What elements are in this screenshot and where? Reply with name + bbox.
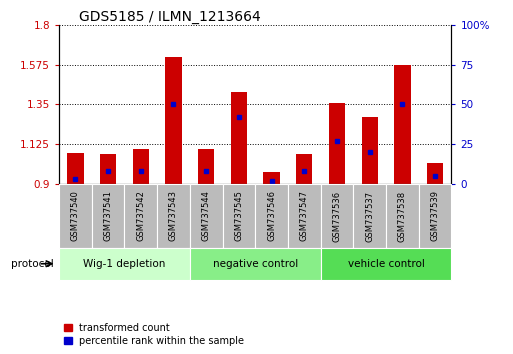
Bar	[157, 184, 190, 248]
Text: negative control: negative control	[212, 259, 298, 269]
Bar	[353, 184, 386, 248]
Text: GSM737547: GSM737547	[300, 190, 309, 241]
Text: GSM737544: GSM737544	[202, 190, 211, 241]
Text: vehicle control: vehicle control	[348, 259, 424, 269]
Text: GSM737545: GSM737545	[234, 190, 243, 241]
Text: GSM737540: GSM737540	[71, 190, 80, 241]
Bar	[198, 149, 214, 184]
Bar	[263, 172, 280, 184]
Bar	[223, 184, 255, 248]
Bar	[124, 184, 157, 248]
Legend: transformed count, percentile rank within the sample: transformed count, percentile rank withi…	[64, 323, 244, 346]
Text: Wig-1 depletion: Wig-1 depletion	[83, 259, 166, 269]
Bar	[296, 154, 312, 184]
Bar	[132, 149, 149, 184]
Bar	[255, 184, 288, 248]
Bar	[231, 92, 247, 184]
Bar	[100, 154, 116, 184]
Bar	[59, 248, 190, 280]
Bar	[59, 184, 92, 248]
Text: GSM737543: GSM737543	[169, 190, 178, 241]
Bar	[419, 184, 451, 248]
Text: GSM737546: GSM737546	[267, 190, 276, 241]
Text: GSM737541: GSM737541	[104, 190, 112, 241]
Bar	[427, 163, 443, 184]
Bar	[362, 117, 378, 184]
Text: GSM737536: GSM737536	[332, 190, 342, 241]
Text: protocol: protocol	[11, 259, 54, 269]
Text: GSM737539: GSM737539	[430, 190, 440, 241]
Bar	[386, 184, 419, 248]
Bar	[190, 184, 223, 248]
Text: GSM737542: GSM737542	[136, 190, 145, 241]
Bar	[67, 153, 84, 184]
Bar	[321, 248, 451, 280]
Text: GSM737537: GSM737537	[365, 190, 374, 241]
Bar	[321, 184, 353, 248]
Bar	[165, 57, 182, 184]
Bar	[329, 103, 345, 184]
Bar	[190, 248, 321, 280]
Text: GDS5185 / ILMN_1213664: GDS5185 / ILMN_1213664	[78, 10, 261, 24]
Bar	[394, 65, 410, 184]
Text: GSM737538: GSM737538	[398, 190, 407, 241]
Bar	[92, 184, 125, 248]
Bar	[288, 184, 321, 248]
